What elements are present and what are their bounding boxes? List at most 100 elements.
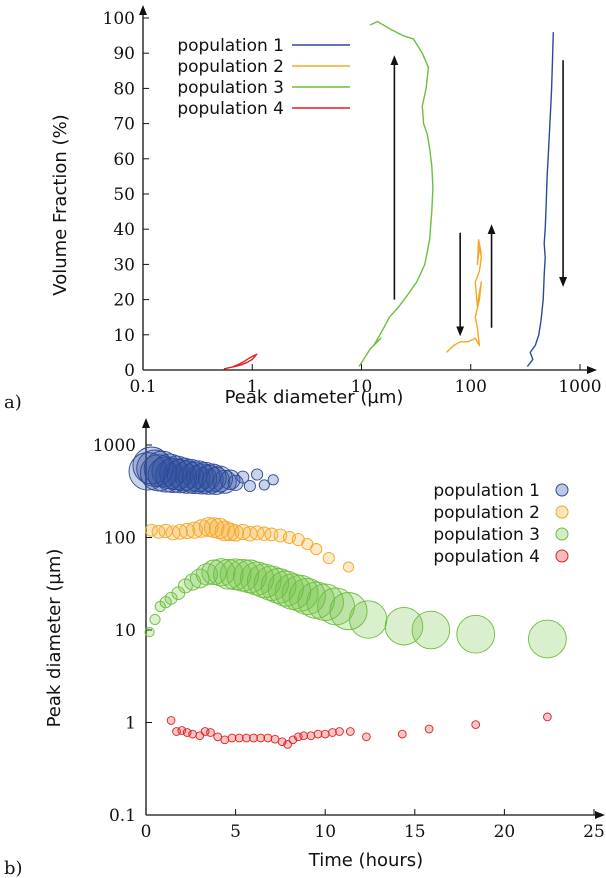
panel-b-point-series-1 bbox=[251, 468, 264, 481]
panel-b-legend-marker-4 bbox=[555, 549, 569, 563]
panel-b-point-series-2 bbox=[151, 525, 166, 539]
panel-b-legend-label-4: population 4 bbox=[433, 547, 540, 567]
panel-b-point-series-4 bbox=[362, 732, 371, 742]
panel-b-point-series-3 bbox=[329, 592, 368, 631]
panel-b-point-series-2 bbox=[214, 520, 236, 542]
panel-b-point-series-1 bbox=[243, 479, 256, 493]
panel-b-point-series-3 bbox=[195, 563, 219, 586]
panel-b-point-series-1 bbox=[128, 452, 168, 491]
panel-a-x-tick-label: 0.1 bbox=[129, 377, 156, 397]
panel-a-volume-fraction-chart: 0.1 1 10 100 1000 0 10 20 30 40 50 60 70 80 90 100 popu… bbox=[4, 5, 602, 413]
panel-b-point-series-2 bbox=[220, 522, 240, 542]
panel-b-point-series-4 bbox=[543, 712, 552, 722]
panel-b-point-series-4 bbox=[234, 733, 244, 743]
panel-b-point-series-1 bbox=[162, 459, 198, 494]
panel-b-point-series-4 bbox=[263, 733, 273, 743]
panel-a-y-tick-label: 100 bbox=[103, 9, 135, 29]
panel-b-point-series-1 bbox=[212, 469, 237, 494]
panel-a-axes: 0.1 1 10 100 1000 0 10 20 30 40 50 60 70 80 90 100 bbox=[103, 5, 602, 397]
panel-b-point-series-3 bbox=[456, 614, 496, 654]
panel-b-legend-label-3: population 3 bbox=[433, 525, 540, 545]
panel-b-point-series-3 bbox=[288, 577, 326, 616]
panel-a-series-line-2 bbox=[446, 239, 482, 353]
panel-b-legend-marker-3 bbox=[555, 527, 569, 541]
panel-b-point-series-4 bbox=[188, 729, 197, 739]
panel-a-y-axis-label: Volume Fraction (%) bbox=[50, 114, 71, 295]
panel-b-point-series-2 bbox=[179, 522, 196, 539]
panel-b-x-tick-label: 20 bbox=[494, 822, 516, 842]
panel-a-series-line-4 bbox=[223, 353, 258, 370]
panel-b-point-series-4 bbox=[424, 724, 434, 734]
panel-b-y-tick-label: 10 bbox=[114, 621, 136, 641]
panel-b-point-series-4 bbox=[172, 727, 181, 736]
panel-b-y-tick-label: 1 bbox=[125, 714, 136, 734]
panel-b-point-series-4 bbox=[256, 733, 266, 743]
panel-b-point-series-3 bbox=[281, 574, 319, 612]
panel-b-point-series-2 bbox=[301, 537, 314, 551]
panel-b-point-series-4 bbox=[206, 728, 215, 737]
panel-b-point-series-4 bbox=[397, 729, 407, 739]
panel-b-y-tick-label: 1000 bbox=[93, 436, 136, 456]
panel-b-point-series-1 bbox=[258, 479, 270, 491]
panel-a-series-line-3 bbox=[358, 20, 434, 367]
panel-b-x-tick-label: 5 bbox=[230, 822, 241, 842]
panel-b-point-series-4 bbox=[320, 729, 330, 739]
panel-b-y-axis-label: Peak diameter (µm) bbox=[44, 549, 65, 728]
panel-a-series bbox=[223, 20, 554, 370]
panel-b-x-tick-label: 10 bbox=[314, 822, 336, 842]
panel-b-point-series-2 bbox=[249, 525, 265, 541]
panel-a-y-tick-label: 80 bbox=[113, 79, 135, 99]
panel-b-point-series-4 bbox=[328, 728, 337, 737]
panel-b-x-tick-label: 25 bbox=[583, 822, 605, 842]
panel-b-point-series-3 bbox=[349, 600, 388, 639]
panel-b-point-series-2 bbox=[342, 561, 355, 573]
panel-a-y-tick-label: 30 bbox=[113, 255, 135, 275]
panel-b-x-tick-label: 15 bbox=[404, 822, 426, 842]
panel-b-point-series-4 bbox=[249, 733, 258, 743]
panel-b-point-series-2 bbox=[257, 526, 272, 541]
panel-b-y-tick-label: 0.1 bbox=[109, 806, 136, 826]
panel-b-point-series-4 bbox=[306, 731, 316, 741]
panel-b-point-series-3 bbox=[144, 627, 155, 638]
panel-a-arrows bbox=[390, 55, 568, 337]
panel-b-axes: 0 5 10 15 20 25 0.1 1 10 100 1000 bbox=[93, 418, 605, 842]
panel-a-legend-label-1: population 1 bbox=[177, 36, 284, 56]
panel-b-legend-label-2: population 2 bbox=[433, 503, 540, 523]
panel-b-point-series-3 bbox=[246, 563, 282, 599]
panel-a-y-tick-label: 40 bbox=[113, 220, 135, 240]
panel-a-y-tick-label: 70 bbox=[113, 115, 135, 135]
panel-b-point-series-3 bbox=[306, 583, 344, 621]
panel-b-point-series-2 bbox=[198, 517, 219, 537]
panel-b-point-series-2 bbox=[310, 543, 323, 556]
panel-b-point-series-3 bbox=[253, 565, 290, 601]
panel-b-point-series-3 bbox=[149, 613, 161, 626]
panel-a-y-tick-label: 50 bbox=[113, 185, 135, 205]
panel-b-point-series-4 bbox=[471, 720, 481, 729]
panel-b-point-series-3 bbox=[384, 606, 424, 646]
panel-b-point-series-4 bbox=[335, 727, 344, 736]
panel-a-legend-label-2: population 2 bbox=[177, 57, 284, 77]
panel-a-x-tick-label: 100 bbox=[455, 377, 487, 397]
panel-a-legend-label-3: population 3 bbox=[177, 78, 284, 98]
panel-b-point-series-4 bbox=[227, 733, 237, 743]
panel-b-point-series-3 bbox=[164, 591, 178, 605]
panel-b-point-series-3 bbox=[213, 559, 244, 590]
panel-b-y-tick-label: 100 bbox=[104, 529, 136, 549]
panel-b-point-series-4 bbox=[220, 735, 230, 745]
panel-a-x-tick-label: 1 bbox=[247, 377, 258, 397]
panel-b-point-series-1 bbox=[236, 470, 250, 484]
panel-a-y-tick-label: 10 bbox=[113, 326, 135, 346]
panel-b-label: b) bbox=[4, 858, 23, 878]
panel-a-legend-label-4: population 4 bbox=[177, 99, 284, 119]
panel-b-point-series-2 bbox=[322, 551, 335, 565]
panel-b-point-series-3 bbox=[411, 610, 451, 650]
panel-b-point-series-3 bbox=[267, 570, 304, 607]
panel-b-point-series-4 bbox=[270, 734, 280, 744]
panel-b-point-series-4 bbox=[213, 732, 223, 742]
panel-a-y-tick-label: 90 bbox=[113, 44, 135, 64]
panel-b-x-tick-label: 0 bbox=[141, 822, 152, 842]
panel-b-point-series-4 bbox=[345, 727, 355, 736]
